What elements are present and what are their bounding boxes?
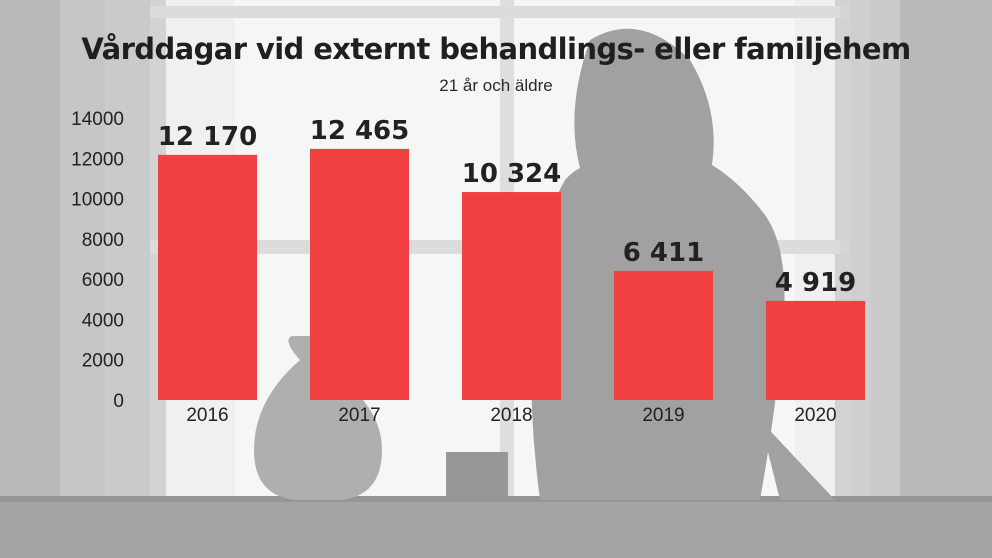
bar-value-label: 10 324 xyxy=(462,159,562,189)
bar-value-label: 6 411 xyxy=(623,238,704,268)
y-tick-label: 4000 xyxy=(82,310,124,331)
y-tick-label: 2000 xyxy=(82,351,124,372)
x-tick-label: 2016 xyxy=(186,405,228,426)
x-tick-label: 2017 xyxy=(338,405,380,426)
bar-value-label: 4 919 xyxy=(775,268,856,298)
bar-2020 xyxy=(766,300,865,400)
bar-2016 xyxy=(158,154,257,400)
y-tick-label: 6000 xyxy=(82,270,124,291)
x-tick-label: 2019 xyxy=(642,405,684,426)
y-tick-label: 0 xyxy=(113,391,124,412)
y-tick-label: 14000 xyxy=(71,109,124,130)
bar-value-label: 12 170 xyxy=(158,122,258,152)
bar-2017 xyxy=(310,148,409,400)
bar-value-label: 12 465 xyxy=(310,116,410,146)
chart-title: Vårddagar vid externt behandlings- eller… xyxy=(81,32,911,66)
x-tick-label: 2020 xyxy=(794,405,836,426)
bar-2018 xyxy=(462,192,561,400)
chart-subtitle: 21 år och äldre xyxy=(439,76,553,95)
y-tick-label: 10000 xyxy=(71,190,124,211)
bar-2019 xyxy=(614,270,713,400)
y-tick-label: 8000 xyxy=(82,230,124,251)
x-tick-label: 2018 xyxy=(490,405,532,426)
y-tick-label: 12000 xyxy=(71,149,124,170)
